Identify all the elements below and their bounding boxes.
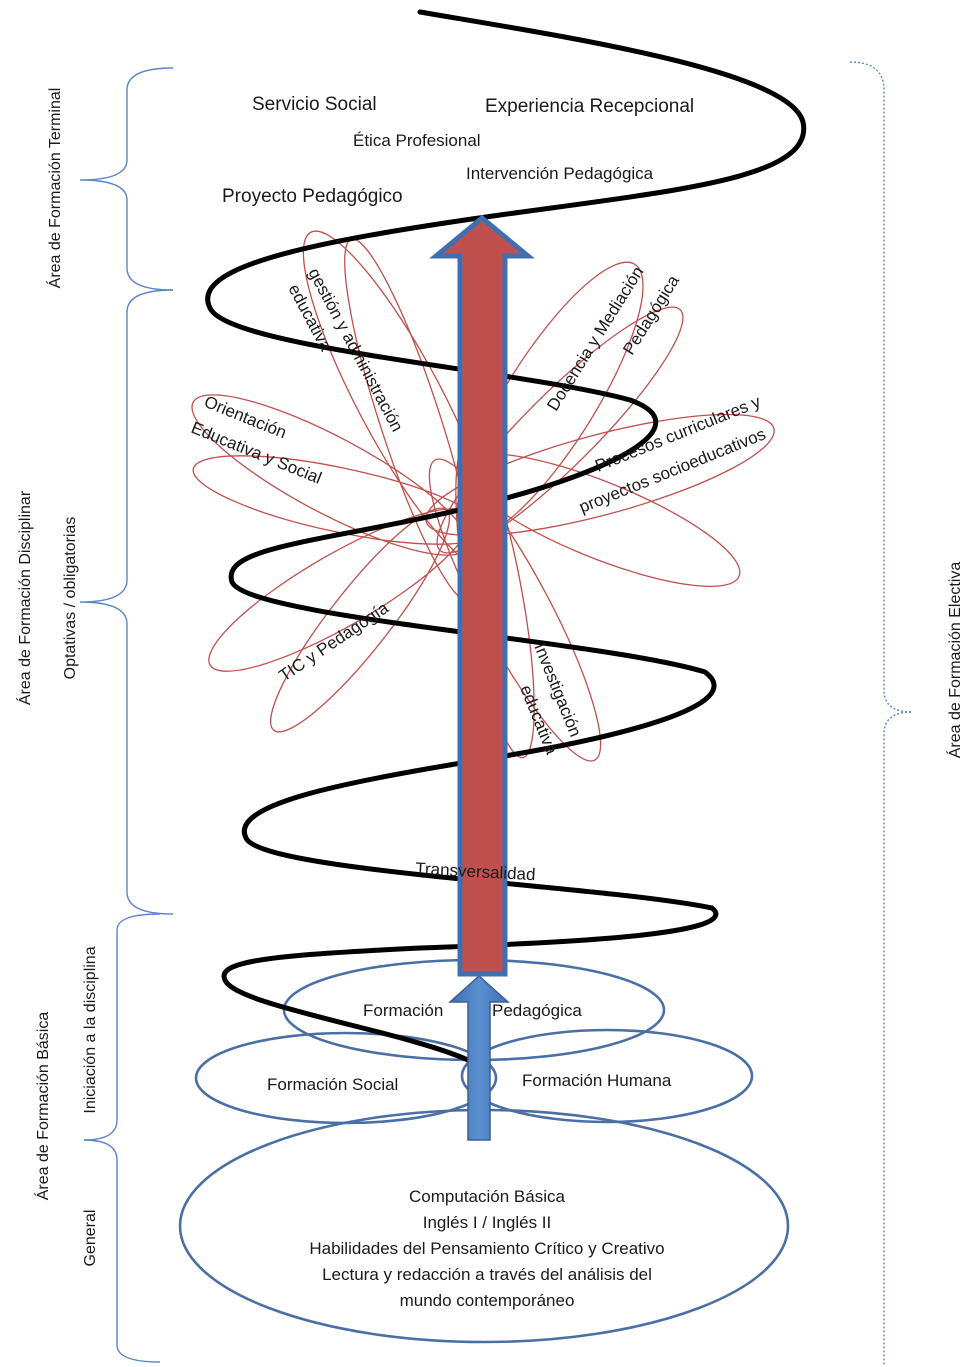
- bracket-general: [83, 1139, 161, 1363]
- left-brackets: [79, 67, 174, 1363]
- course-etica-profesional: Ética Profesional: [353, 131, 481, 150]
- ellipse-formacion-social: [194, 1031, 498, 1125]
- bracket-disciplinar: [79, 289, 174, 915]
- label-area-disciplinar: Área de Formación Disciplinar: [15, 490, 34, 705]
- course-proyecto-pedagogico: Proyecto Pedagógico: [222, 186, 403, 207]
- petal-tic-b: [269, 507, 451, 733]
- label-general: General: [82, 1210, 99, 1267]
- label-formacion: Formación: [363, 1001, 443, 1020]
- label-area-electiva: Área de Formación Electiva: [945, 562, 963, 759]
- base-ellipses: [178, 958, 790, 1344]
- red-arrow: [429, 214, 535, 977]
- label-iniciacion: Iniciación a la disciplina: [82, 946, 99, 1113]
- ellipse-formacion-humana: [460, 1028, 754, 1124]
- general-course-1: Computación Básica: [409, 1187, 565, 1206]
- petal-procesos: [425, 413, 775, 537]
- general-course-3: Habilidades del Pensamiento Crítico y Cr…: [309, 1239, 664, 1258]
- petal-orientacion-b: [192, 455, 488, 545]
- label-area-basica: Área de Formación Básica: [33, 1012, 52, 1201]
- blue-arrow: [448, 974, 510, 1141]
- bracket-iniciacion: [83, 913, 161, 1141]
- general-course-5: mundo contemporáneo: [400, 1291, 575, 1310]
- label-formacion-social: Formación Social: [267, 1075, 398, 1094]
- label-area-terminal: Área de Formación Terminal: [45, 88, 64, 289]
- general-course-2: Inglés I / Inglés II: [423, 1213, 552, 1232]
- bracket-terminal: [79, 67, 174, 291]
- label-transversalidad: Transversalidad: [415, 859, 536, 884]
- label-optativas: Optativas / obligatorias: [62, 517, 79, 680]
- bracket-electiva: [849, 61, 913, 1365]
- course-servicio-social: Servicio Social: [252, 94, 377, 115]
- label-pedagogica: Pedagógica: [492, 1001, 582, 1020]
- course-intervencion-pedagogica: Intervención Pedagógica: [466, 164, 654, 183]
- general-course-4: Lectura y redacción a través del análisi…: [322, 1265, 652, 1284]
- label-formacion-humana: Formación Humana: [522, 1071, 672, 1090]
- course-experiencia-recepcional: Experiencia Recepcional: [485, 96, 694, 117]
